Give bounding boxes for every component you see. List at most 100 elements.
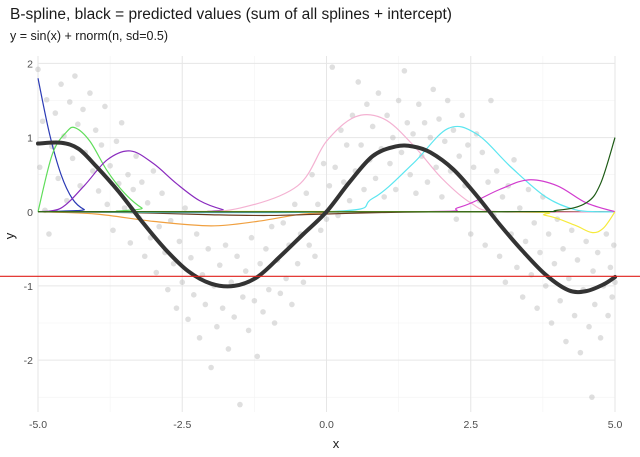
scatter-point: [196, 335, 203, 341]
scatter-point: [153, 269, 160, 276]
scatter-point: [242, 268, 249, 274]
scatter-point: [433, 164, 439, 171]
scatter-point: [202, 301, 209, 308]
scatter-point: [268, 223, 275, 230]
scatter-point: [597, 335, 604, 341]
scatter-point: [156, 223, 162, 230]
scatter-point: [231, 314, 237, 320]
scatter-point: [534, 305, 540, 311]
scatter-point: [130, 186, 137, 193]
scatter-point: [35, 66, 41, 73]
scatter-point: [234, 253, 240, 260]
scatter-point: [586, 323, 592, 330]
scatter-point: [611, 242, 617, 248]
y-tick-label: 2: [27, 58, 33, 70]
scatter-point: [266, 286, 272, 293]
scatter-point: [590, 268, 596, 274]
scatter-point: [519, 294, 526, 300]
scatter-point: [416, 101, 422, 108]
scatter-point: [291, 201, 298, 208]
y-tick-label: -2: [24, 355, 33, 367]
scatter-point: [173, 305, 180, 311]
scatter-point: [139, 179, 145, 185]
scatter-point: [439, 194, 445, 200]
scatter-point: [107, 162, 113, 169]
scatter-point: [208, 364, 214, 371]
scatter-point: [583, 238, 589, 245]
scatter-point: [110, 227, 116, 234]
scatter-point: [346, 197, 353, 204]
scatter-point: [237, 401, 243, 408]
scatter-point: [612, 279, 618, 286]
scatter-point: [603, 231, 610, 237]
scatter-point: [421, 119, 428, 126]
scatter-point: [358, 142, 364, 148]
scatter-point: [240, 294, 246, 300]
scatter-point: [502, 279, 509, 286]
scatter-point: [568, 227, 575, 234]
scatter-point: [118, 119, 125, 126]
scatter-point: [557, 297, 563, 304]
scatter-point: [574, 257, 581, 263]
scatter-point: [499, 194, 506, 200]
scatter-point: [349, 112, 356, 119]
scatter-point: [427, 134, 434, 141]
scatter-point: [72, 73, 78, 79]
scatter-point: [571, 312, 578, 319]
scatter-point: [323, 216, 330, 222]
scatter-point: [271, 320, 278, 326]
scatter-point: [312, 253, 318, 260]
scatter-point: [219, 305, 226, 311]
scatter-point: [381, 194, 388, 200]
scatter-point: [69, 155, 76, 162]
scatter-point: [607, 264, 614, 271]
scatter-point: [133, 153, 139, 159]
scatter-point: [465, 142, 471, 148]
scatter-point: [90, 168, 96, 174]
scatter-point: [309, 171, 315, 178]
scatter-point: [165, 286, 171, 293]
predicted-layer: [36, 140, 617, 295]
scatter-point: [390, 134, 396, 141]
scatter-point: [92, 127, 99, 133]
scatter-point: [413, 190, 419, 197]
scatter-point: [387, 160, 393, 167]
scatter-point: [392, 186, 399, 193]
scatter-point: [159, 190, 165, 197]
scatter-point: [320, 160, 327, 167]
y-axis-ticks: -2 -1 0 1 2: [24, 58, 34, 367]
scatter-point: [372, 175, 379, 182]
scatter-point: [179, 279, 186, 286]
scatter-point: [450, 127, 457, 133]
scatter-point: [375, 90, 382, 96]
scatter-point: [531, 220, 538, 226]
chart-subtitle: y = sin(x) + rnorm(n, sd=0.5): [10, 29, 169, 43]
scatter-point: [338, 127, 344, 133]
scatter-point: [436, 116, 442, 122]
scatter-point: [170, 260, 177, 267]
scatter-point: [43, 96, 50, 103]
scatter-point: [317, 227, 324, 234]
scatter-point: [306, 242, 312, 248]
scatter-point: [39, 118, 46, 125]
scatter-point: [98, 142, 105, 148]
x-tick-label: -5.0: [29, 419, 47, 431]
scatter-point: [205, 246, 212, 252]
scatter-point: [75, 121, 81, 128]
scatter-point: [560, 246, 566, 252]
scatter-point: [80, 106, 86, 113]
scatter-point: [214, 323, 220, 330]
scatter-point: [280, 220, 287, 226]
scatter-point: [522, 238, 529, 245]
scatter-point: [251, 297, 258, 304]
scatter-point: [384, 112, 390, 119]
x-axis-ticks: -5.0 -2.5 0.0 2.5 5.0: [29, 419, 622, 431]
scatter-point: [248, 234, 255, 241]
grid-lines: [37, 56, 616, 412]
scatter-point: [58, 81, 64, 87]
scatter-point: [190, 292, 197, 298]
scatter-point: [407, 171, 413, 178]
scatter-point: [592, 301, 598, 308]
scatter-point: [459, 112, 465, 119]
